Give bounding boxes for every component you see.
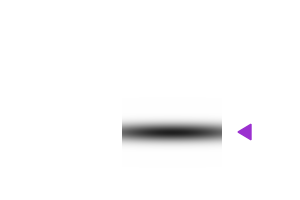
Bar <box>63 48 95 53</box>
Text: kDa: kDa <box>33 17 52 27</box>
Text: 150: 150 <box>35 20 52 28</box>
Bar <box>63 125 95 130</box>
Bar <box>63 104 95 108</box>
Bar <box>63 21 95 26</box>
Bar <box>63 64 95 70</box>
Text: 50: 50 <box>40 102 52 110</box>
Bar <box>63 86 95 92</box>
Bar <box>63 158 95 162</box>
Text: 80: 80 <box>40 62 52 72</box>
Text: 40: 40 <box>40 123 52 132</box>
Text: 100: 100 <box>35 46 52 55</box>
Polygon shape <box>238 124 251 140</box>
Text: 30: 30 <box>40 156 52 164</box>
Text: 60: 60 <box>40 84 52 94</box>
Text: 1: 1 <box>169 10 176 20</box>
